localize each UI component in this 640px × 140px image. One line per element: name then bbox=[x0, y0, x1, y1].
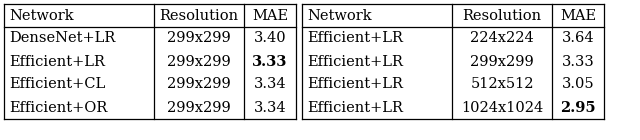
Text: 299x299: 299x299 bbox=[167, 78, 231, 92]
Text: 299x299: 299x299 bbox=[167, 54, 231, 68]
Text: Efficient+LR: Efficient+LR bbox=[307, 78, 403, 92]
Text: 299x299: 299x299 bbox=[167, 32, 231, 46]
Text: 3.64: 3.64 bbox=[562, 32, 595, 46]
Text: 3.40: 3.40 bbox=[253, 32, 286, 46]
Text: 224x224: 224x224 bbox=[470, 32, 534, 46]
Text: DenseNet+LR: DenseNet+LR bbox=[9, 32, 115, 46]
Text: 3.34: 3.34 bbox=[253, 78, 286, 92]
Text: 3.34: 3.34 bbox=[253, 101, 286, 115]
Text: 3.33: 3.33 bbox=[562, 54, 595, 68]
Text: Efficient+LR: Efficient+LR bbox=[9, 54, 105, 68]
Text: Efficient+OR: Efficient+OR bbox=[9, 101, 108, 115]
Text: MAE: MAE bbox=[252, 9, 288, 23]
Text: Efficient+LR: Efficient+LR bbox=[307, 32, 403, 46]
Text: 3.05: 3.05 bbox=[562, 78, 595, 92]
Text: Network: Network bbox=[9, 9, 74, 23]
Text: 299x299: 299x299 bbox=[167, 101, 231, 115]
Text: 299x299: 299x299 bbox=[470, 54, 534, 68]
Text: Network: Network bbox=[307, 9, 372, 23]
Text: Efficient+LR: Efficient+LR bbox=[307, 54, 403, 68]
Text: Efficient+CL: Efficient+CL bbox=[9, 78, 105, 92]
Text: 512x512: 512x512 bbox=[470, 78, 534, 92]
Text: 1024x1024: 1024x1024 bbox=[461, 101, 543, 115]
Text: Resolution: Resolution bbox=[463, 9, 541, 23]
Text: MAE: MAE bbox=[560, 9, 596, 23]
Text: Efficient+LR: Efficient+LR bbox=[307, 101, 403, 115]
Text: Resolution: Resolution bbox=[159, 9, 239, 23]
Text: 2.95: 2.95 bbox=[560, 101, 596, 115]
Text: 3.33: 3.33 bbox=[252, 54, 288, 68]
